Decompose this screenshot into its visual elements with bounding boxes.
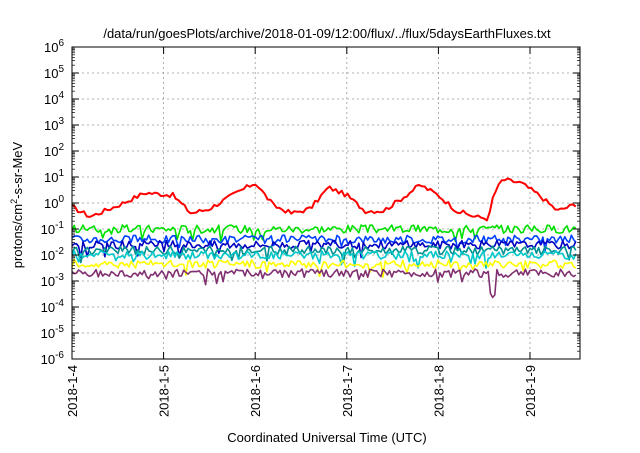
series-line: [72, 268, 577, 299]
y-axis-label: protons/cm2-s-sr-MeV: [9, 141, 25, 268]
y-tick-label: 106: [44, 38, 64, 55]
x-tick-label: 2018-1-4: [65, 365, 80, 417]
ticks: [71, 46, 580, 360]
y-tick-label: 10-5: [41, 324, 65, 341]
x-axis-label: Coordinated Universal Time (UTC): [227, 430, 426, 445]
series-lines: [72, 177, 577, 299]
x-tick-label: 2018-1-7: [340, 365, 355, 417]
series-line: [72, 250, 577, 270]
y-tick-label: 101: [44, 168, 64, 185]
y-tick-label: 102: [44, 142, 64, 159]
y-tick-label: 10-4: [41, 298, 65, 315]
series-line: [72, 259, 577, 278]
series-line: [72, 245, 577, 264]
y-tick-labels: 10-6 10-5 10-4 10-3 10-2 10-1 100 101 102 103 104 1…: [41, 38, 65, 367]
y-tick-label: 105: [44, 64, 64, 81]
grid: [72, 47, 580, 359]
y-tick-label: 10-1: [41, 220, 65, 237]
series-line: [72, 234, 577, 252]
chart-title: /data/run/goesPlots/archive/2018-01-09/1…: [103, 26, 551, 41]
series-line: [72, 177, 577, 222]
y-tick-label: 10-3: [41, 272, 65, 289]
x-tick-label: 2018-1-5: [157, 365, 172, 417]
series-line: [72, 224, 577, 243]
x-tick-labels: 2018-1-4 2018-1-5 2018-1-6 2018-1-7 2018-1-8…: [65, 365, 538, 417]
y-tick-label: 10-2: [41, 246, 65, 263]
y-tick-label: 104: [44, 90, 64, 107]
x-tick-label: 2018-1-9: [523, 365, 538, 417]
y-tick-label: 10-6: [41, 350, 65, 367]
x-tick-label: 2018-1-6: [248, 365, 263, 417]
x-tick-label: 2018-1-8: [431, 365, 446, 417]
y-tick-label: 100: [44, 194, 64, 211]
y-tick-label: 103: [44, 116, 64, 133]
